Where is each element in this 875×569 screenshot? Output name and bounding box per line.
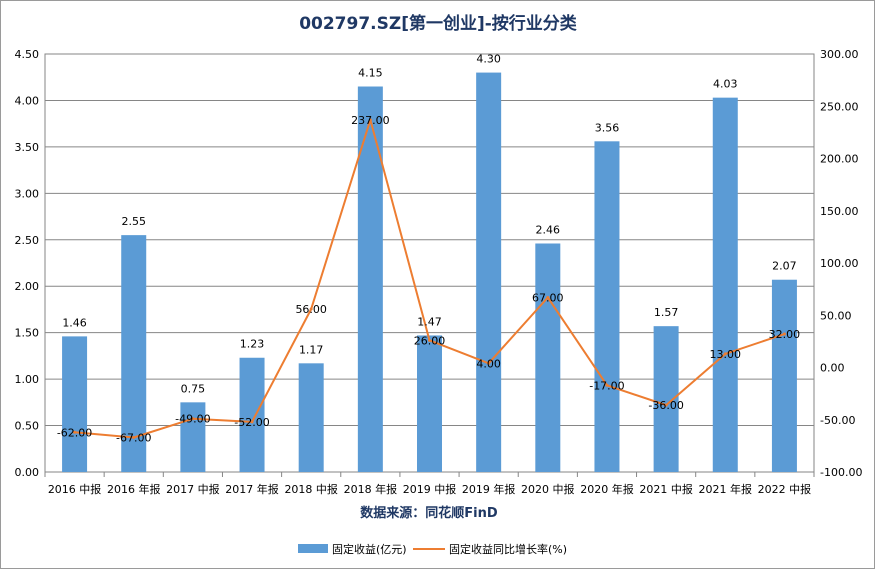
x-tick-label: 2020 年报 bbox=[580, 482, 634, 496]
x-tick-label: 2021 中报 bbox=[639, 482, 693, 496]
line-point bbox=[546, 295, 550, 299]
bar bbox=[594, 141, 620, 472]
bar bbox=[417, 335, 442, 472]
line-point bbox=[782, 332, 786, 336]
bar bbox=[712, 97, 738, 472]
bar-value-label: 4.30 bbox=[476, 53, 501, 66]
bar bbox=[239, 357, 265, 472]
bar bbox=[535, 243, 561, 472]
line-value-label: 32.00 bbox=[769, 328, 801, 341]
bar bbox=[121, 235, 147, 472]
bar bbox=[771, 279, 797, 472]
bar-series bbox=[62, 72, 797, 473]
x-tick-label: 2022 中报 bbox=[758, 482, 812, 496]
x-tick-label: 2019 中报 bbox=[403, 482, 457, 496]
line-value-label: 4.00 bbox=[476, 357, 501, 370]
line-value-label: -17.00 bbox=[589, 379, 624, 392]
y-left-tick-label: 2.50 bbox=[15, 234, 40, 247]
y-left-tick-label: 2.00 bbox=[15, 280, 40, 293]
y-right-tick-label: 50.00 bbox=[820, 309, 852, 322]
x-tick-label: 2017 中报 bbox=[166, 482, 220, 496]
bar-value-label: 4.03 bbox=[713, 78, 738, 91]
x-tick-label: 2018 年报 bbox=[344, 482, 398, 496]
bar-value-label: 4.15 bbox=[358, 67, 383, 80]
bar bbox=[476, 72, 502, 473]
y-right-tick-label: -100.00 bbox=[820, 466, 862, 479]
line-point bbox=[487, 361, 491, 365]
bar-value-label: 2.55 bbox=[121, 215, 146, 228]
x-tick-label: 2020 中报 bbox=[521, 482, 575, 496]
bar bbox=[62, 336, 88, 472]
line-point bbox=[132, 436, 136, 440]
line-point bbox=[723, 352, 727, 356]
line-point bbox=[605, 383, 609, 387]
line-point bbox=[368, 118, 372, 122]
y-right-tick-label: 100.00 bbox=[820, 257, 859, 270]
chart-title: 002797.SZ[第一创业]-按行业分类 bbox=[299, 13, 578, 34]
y-right-tick-label: 300.00 bbox=[820, 48, 859, 61]
y-right-tick-label: 250.00 bbox=[820, 100, 859, 113]
line-value-label: 237.00 bbox=[351, 114, 390, 127]
y-left-tick-label: 1.00 bbox=[15, 373, 40, 386]
y-left-tick-label: 1.50 bbox=[15, 327, 40, 340]
bar-value-label: 3.56 bbox=[595, 121, 620, 134]
line-value-label: -62.00 bbox=[57, 426, 92, 439]
y-right-tick-label: 0.00 bbox=[820, 362, 845, 375]
data-labels: 1.46 2.55 0.75 1.23 1.17 4.15 1.47 4.30 2.46 3.56… bbox=[57, 53, 800, 445]
axes: 0.00 0.50 1.00 1.50 2.00 2.50 3.00 3.50 4.00 4.50… bbox=[15, 48, 863, 496]
line-series bbox=[73, 118, 786, 440]
x-tick-label: 2016 年报 bbox=[107, 482, 161, 496]
bar-value-label: 1.46 bbox=[62, 316, 87, 329]
line-value-label: -67.00 bbox=[116, 432, 151, 445]
bar bbox=[180, 402, 206, 472]
bar-value-label: 1.57 bbox=[654, 306, 679, 319]
line-value-label: 13.00 bbox=[710, 348, 742, 361]
x-axis-source-label: 数据来源：同花顺FinD bbox=[360, 505, 498, 521]
y-left-tick-label: 0.50 bbox=[15, 420, 40, 433]
legend-bar-swatch bbox=[298, 544, 328, 553]
line-point bbox=[73, 430, 77, 434]
y-right-tick-label: -50.00 bbox=[820, 414, 855, 427]
y-left-tick-label: 4.50 bbox=[15, 48, 40, 61]
line-point bbox=[309, 307, 313, 311]
bar-value-label: 1.47 bbox=[417, 315, 442, 328]
x-tick-label: 2017 年报 bbox=[225, 482, 279, 496]
line-value-label: -36.00 bbox=[648, 399, 683, 412]
line-value-label: -49.00 bbox=[175, 413, 210, 426]
legend-line-label: 固定收益同比增长率(%) bbox=[449, 542, 567, 556]
bar bbox=[357, 86, 383, 472]
line-value-label: 26.00 bbox=[414, 334, 446, 347]
y-right-tick-label: 150.00 bbox=[820, 205, 859, 218]
line-value-label: 67.00 bbox=[532, 291, 564, 304]
y-right-tick-label: 200.00 bbox=[820, 153, 859, 166]
bar-value-label: 1.23 bbox=[240, 338, 265, 351]
bar-value-label: 1.17 bbox=[299, 343, 324, 356]
bar-value-label: 2.46 bbox=[536, 223, 561, 236]
y-left-tick-label: 0.00 bbox=[15, 466, 40, 479]
line-point bbox=[664, 403, 668, 407]
x-tick-label: 2021 年报 bbox=[699, 482, 753, 496]
y-left-tick-label: 4.00 bbox=[15, 94, 40, 107]
line-value-label: 56.00 bbox=[295, 303, 327, 316]
bar-value-label: 0.75 bbox=[181, 382, 206, 395]
line-point bbox=[191, 417, 195, 421]
x-tick-label: 2018 中报 bbox=[284, 482, 338, 496]
legend: 固定收益(亿元) 固定收益同比增长率(%) bbox=[298, 542, 567, 556]
x-tick-label: 2016 中报 bbox=[48, 482, 102, 496]
bar bbox=[298, 363, 324, 472]
y-left-tick-label: 3.00 bbox=[15, 187, 40, 200]
line-value-label: -52.00 bbox=[234, 416, 269, 429]
y-left-tick-label: 3.50 bbox=[15, 141, 40, 154]
bar-value-label: 2.07 bbox=[772, 260, 797, 273]
line-point bbox=[250, 420, 254, 424]
x-tick-label: 2019 年报 bbox=[462, 482, 516, 496]
legend-bar-label: 固定收益(亿元) bbox=[332, 542, 407, 556]
line-point bbox=[428, 338, 431, 342]
